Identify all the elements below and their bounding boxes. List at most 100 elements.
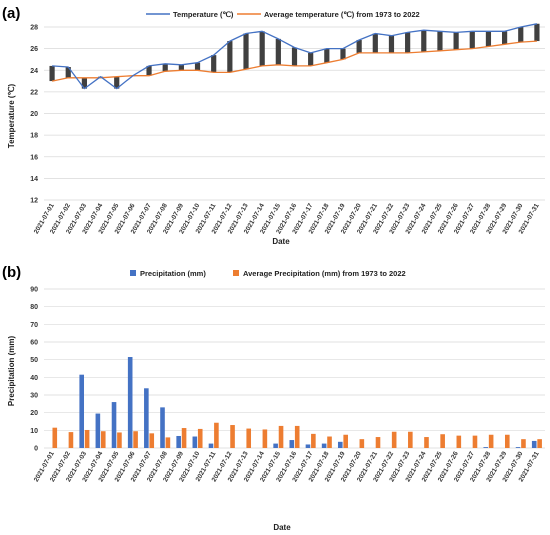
bar-precipitation-mm-2021-07-03: [79, 374, 85, 448]
temperature-legend: Temperature (℃) Average temperature (℃) …: [146, 10, 420, 19]
difference-bar-2021-07-13: [243, 33, 249, 70]
bar-average-precipitation-mm-from-1973-to-2022-2021-07-25: [440, 434, 445, 448]
difference-bar-2021-07-27: [469, 31, 475, 49]
bar-average-precipitation-mm-from-1973-to-2022-2021-07-22: [391, 431, 397, 448]
precipitation-bars: [52, 357, 542, 448]
bar-precipitation-mm-2021-07-18: [321, 443, 327, 448]
temperature-y-ticks: 12 14 16 18 20 22 24 26 28: [30, 25, 38, 205]
bar-precipitation-mm-2021-07-04: [95, 413, 101, 448]
bar-average-precipitation-mm-from-1973-to-2022-2021-07-14: [262, 429, 268, 448]
legend-label-precipitation: Precipitation (mm): [140, 269, 206, 278]
bar-average-precipitation-mm-from-1973-to-2022-2021-07-06: [133, 431, 138, 448]
difference-bar-2021-07-07: [146, 65, 152, 76]
precipitation-y-tick-label: 0: [34, 446, 38, 453]
temperature-y-tick-label: 22: [30, 89, 38, 96]
difference-bar-2021-07-03: [81, 77, 88, 89]
legend-swatch-precipitation: [130, 270, 136, 276]
difference-bar-2021-07-05: [114, 76, 120, 89]
temperature-gridlines: [44, 26, 545, 201]
bar-average-precipitation-mm-from-1973-to-2022-2021-07-15: [278, 425, 284, 448]
difference-bar-2021-07-14: [259, 31, 265, 66]
temperature-y-axis-title: Temperature (℃): [7, 83, 16, 148]
bar-average-precipitation-mm-from-1973-to-2022-2021-07-07: [149, 433, 155, 448]
bar-precipitation-mm-2021-07-10: [192, 436, 198, 448]
bar-precipitation-mm-2021-07-06: [127, 357, 133, 448]
difference-bar-2021-07-10: [194, 62, 201, 71]
difference-bar-2021-07-19: [340, 48, 346, 60]
bar-precipitation-mm-2021-07-19: [337, 441, 343, 448]
precipitation-y-tick-label: 50: [30, 357, 38, 364]
bar-average-precipitation-mm-from-1973-to-2022-2021-07-29: [504, 434, 510, 448]
difference-bar-2021-07-12: [227, 41, 233, 73]
bar-average-precipitation-mm-from-1973-to-2022-2021-07-08: [165, 437, 171, 448]
bar-precipitation-mm-2021-07-17: [305, 444, 311, 448]
temperature-y-tick-label: 18: [30, 133, 38, 140]
precipitation-y-tick-label: 40: [30, 375, 38, 382]
bar-average-precipitation-mm-from-1973-to-2022-2021-07-02: [68, 432, 74, 448]
bar-average-precipitation-mm-from-1973-to-2022-2021-07-31: [537, 439, 542, 448]
difference-bar-2021-07-17: [308, 52, 314, 66]
bar-precipitation-mm-2021-07-31: [531, 440, 537, 448]
precipitation-y-tick-label: 70: [30, 322, 38, 329]
bar-precipitation-mm-2021-07-07: [144, 388, 149, 448]
bar-precipitation-mm-2021-07-28: [483, 447, 489, 448]
temperature-x-ticks: 2021-07-012021-07-022021-07-032021-07-04…: [33, 202, 541, 235]
legend-label-average-temperature: Average temperature (℃) from 1973 to 202…: [264, 10, 420, 19]
temperature-y-tick-label: 16: [30, 154, 38, 161]
bar-average-precipitation-mm-from-1973-to-2022-2021-07-09: [181, 428, 187, 448]
difference-bar-2021-07-02: [65, 67, 71, 78]
difference-bar-2021-07-01: [49, 65, 55, 82]
difference-bar-2021-07-23: [405, 32, 411, 53]
bar-precipitation-mm-2021-07-09: [176, 435, 181, 448]
precipitation-x-axis-title: Date: [273, 523, 291, 532]
temperature-y-tick-label: 14: [30, 176, 38, 183]
bar-average-precipitation-mm-from-1973-to-2022-2021-07-18: [327, 436, 332, 448]
legend-label-temperature: Temperature (℃): [173, 10, 234, 19]
panel-label-b: (b): [2, 264, 21, 281]
precipitation-legend: Precipitation (mm) Average Precipitation…: [130, 269, 406, 278]
bar-precipitation-mm-2021-07-16: [289, 440, 295, 448]
difference-bar-2021-07-11: [211, 55, 217, 73]
bar-average-precipitation-mm-from-1973-to-2022-2021-07-27: [472, 435, 478, 448]
precipitation-y-tick-label: 80: [30, 304, 38, 311]
difference-bar-2021-07-26: [453, 32, 459, 50]
bar-average-precipitation-mm-from-1973-to-2022-2021-07-01: [52, 427, 58, 448]
panel-label-a: (a): [2, 5, 20, 22]
bar-average-precipitation-mm-from-1973-to-2022-2021-07-11: [214, 422, 219, 448]
difference-bar-2021-07-08: [162, 63, 168, 72]
bar-precipitation-mm-2021-07-08: [160, 407, 165, 448]
precipitation-chart: (b) Precipitation (mm) Average Precipita…: [2, 264, 545, 532]
bar-average-precipitation-mm-from-1973-to-2022-2021-07-13: [246, 428, 252, 448]
difference-bar-2021-07-25: [437, 31, 443, 51]
bar-average-precipitation-mm-from-1973-to-2022-2021-07-21: [375, 437, 381, 448]
bar-precipitation-mm-2021-07-30: [515, 447, 521, 448]
bar-average-precipitation-mm-from-1973-to-2022-2021-07-17: [311, 433, 316, 448]
difference-bar-2021-07-09: [178, 64, 184, 71]
temperature-y-tick-label: 12: [30, 198, 38, 205]
temperature-y-tick-label: 24: [30, 68, 38, 75]
precipitation-y-tick-label: 20: [30, 410, 38, 417]
bar-average-precipitation-mm-from-1973-to-2022-2021-07-23: [408, 431, 413, 448]
bar-average-precipitation-mm-from-1973-to-2022-2021-07-26: [456, 435, 462, 448]
temperature-x-axis-title: Date: [272, 237, 290, 246]
difference-bar-2021-07-18: [324, 48, 330, 63]
bar-average-precipitation-mm-from-1973-to-2022-2021-07-12: [230, 425, 235, 448]
temperature-y-tick-label: 26: [30, 46, 38, 53]
temperature-y-tick-label: 28: [30, 25, 38, 32]
difference-bar-2021-07-16: [291, 47, 298, 66]
legend-swatch-average-precipitation: [233, 270, 239, 276]
difference-bar-2021-07-15: [275, 38, 281, 65]
bar-precipitation-mm-2021-07-05: [111, 402, 117, 448]
precipitation-y-axis-title: Precipitation (mm): [7, 336, 16, 407]
difference-bar-2021-07-22: [388, 35, 395, 53]
precipitation-gridlines: [44, 288, 545, 449]
bar-average-precipitation-mm-from-1973-to-2022-2021-07-10: [197, 428, 203, 448]
bar-average-precipitation-mm-from-1973-to-2022-2021-07-20: [359, 439, 365, 448]
difference-bar-2021-07-21: [372, 33, 378, 53]
precipitation-y-tick-label: 10: [30, 428, 38, 435]
difference-bar-2021-07-30: [518, 27, 524, 43]
bar-average-precipitation-mm-from-1973-to-2022-2021-07-19: [343, 434, 348, 448]
difference-bar-2021-07-20: [356, 39, 362, 53]
bar-average-precipitation-mm-from-1973-to-2022-2021-07-03: [84, 429, 90, 448]
precipitation-y-tick-label: 90: [30, 287, 38, 294]
